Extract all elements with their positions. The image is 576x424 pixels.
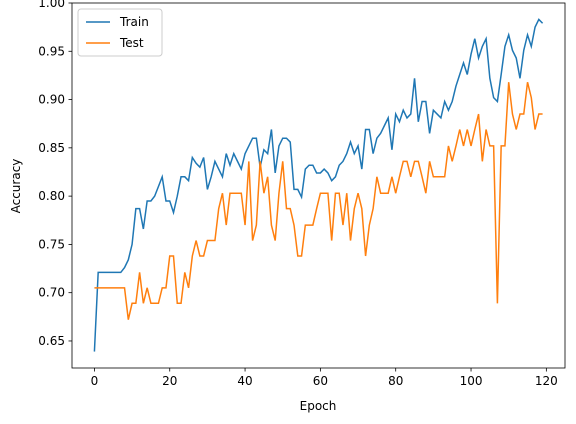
line-series bbox=[93, 18, 544, 352]
x-tick-label: 60 bbox=[313, 374, 328, 388]
legend-box bbox=[77, 8, 163, 57]
line-series bbox=[94, 82, 543, 320]
axes-frame bbox=[71, 2, 566, 369]
y-tick-label: 0.80 bbox=[38, 189, 65, 203]
y-axis-label: Accuracy bbox=[9, 159, 23, 214]
y-tick-label: 0.95 bbox=[38, 44, 65, 58]
legend-label: Train bbox=[119, 15, 149, 29]
legend-label: Test bbox=[119, 36, 144, 50]
y-tick-label: 0.75 bbox=[38, 237, 65, 251]
x-tick-label: 120 bbox=[535, 374, 558, 388]
y-tick-label: 0.65 bbox=[38, 334, 65, 348]
x-tick-label: 0 bbox=[91, 374, 99, 388]
x-tick-label: 20 bbox=[162, 374, 177, 388]
y-tick-label: 0.85 bbox=[38, 141, 65, 155]
y-tick-label: 0.90 bbox=[38, 93, 65, 107]
x-tick-label: 80 bbox=[388, 374, 403, 388]
x-tick-label: 100 bbox=[460, 374, 483, 388]
y-tick-label: 0.70 bbox=[38, 286, 65, 300]
x-axis-label: Epoch bbox=[300, 399, 337, 413]
x-tick-label: 40 bbox=[237, 374, 252, 388]
y-tick-label: 1.00 bbox=[38, 0, 65, 10]
